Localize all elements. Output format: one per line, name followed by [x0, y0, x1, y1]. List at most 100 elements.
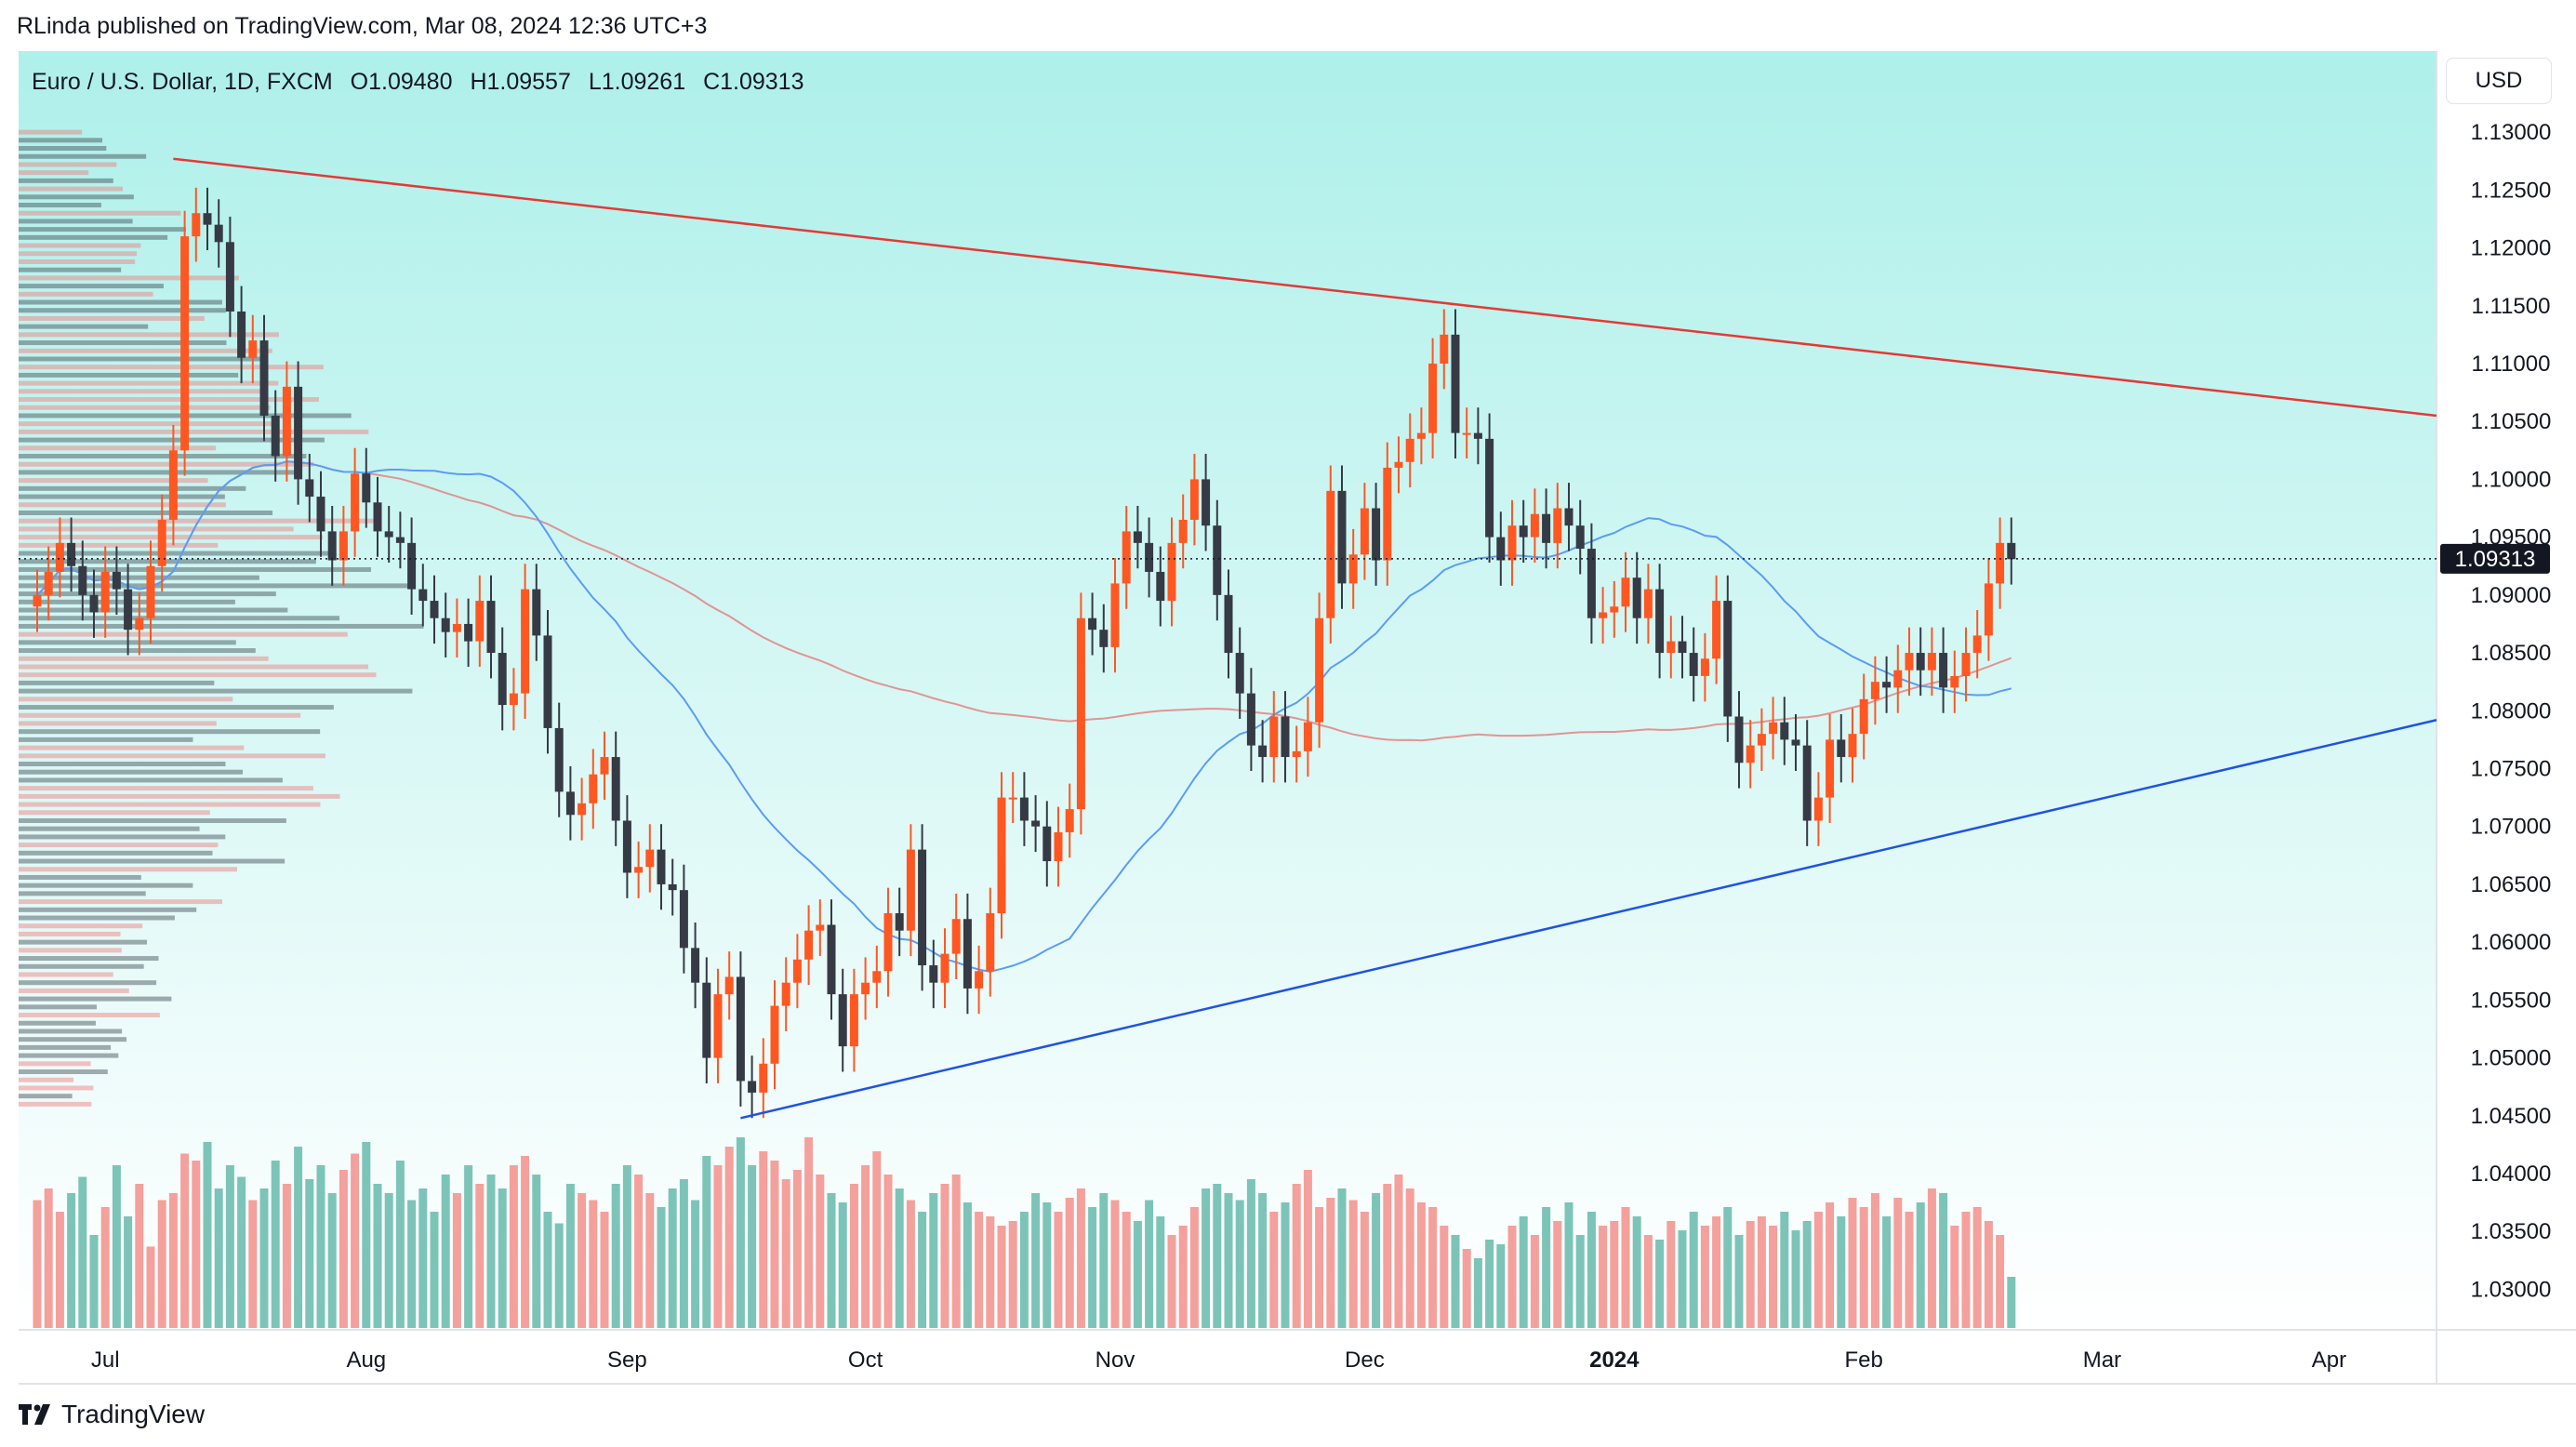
candle-body [214, 224, 223, 243]
volume-bar [1292, 1184, 1301, 1328]
ohlc-high: H1.09557 [470, 69, 571, 95]
symbol-name[interactable]: Euro / U.S. Dollar, 1D, FXCM [32, 69, 333, 95]
candle-body [1496, 537, 1506, 561]
price-tick-label: 1.06500 [2471, 872, 2552, 897]
volume-bar [89, 1235, 99, 1328]
profile-bar [19, 972, 113, 977]
candle-body [1791, 739, 1800, 746]
candle-body [157, 519, 166, 566]
volume-bar [1008, 1221, 1017, 1328]
volume-bar [1927, 1188, 1936, 1328]
candle-body [1281, 716, 1290, 758]
volume-bar [1303, 1170, 1312, 1328]
candle-body [906, 849, 915, 931]
candle-body [1133, 531, 1142, 543]
time-tick-label: Dec [1345, 1347, 1385, 1373]
candle-body [1145, 542, 1154, 572]
volume-bar [373, 1184, 382, 1328]
volume-bar [203, 1142, 212, 1328]
candle-body [1326, 490, 1335, 618]
candle-body [713, 994, 723, 1058]
profile-bar [19, 883, 193, 888]
volume-bar [1246, 1179, 1255, 1328]
candle-body [1167, 542, 1176, 602]
candle-body [804, 930, 814, 960]
volume-bar [1848, 1198, 1857, 1328]
profile-bar [19, 365, 324, 370]
price-tick-label: 1.05500 [2471, 988, 2552, 1013]
candle-body [929, 965, 938, 983]
candle-body [1610, 606, 1619, 613]
profile-bar [19, 445, 217, 451]
candle-body [1303, 722, 1312, 751]
candle-body [384, 531, 393, 538]
profile-bar [19, 583, 414, 589]
candle-body [645, 849, 655, 868]
volume-bar [918, 1212, 927, 1328]
volume-bar [1791, 1230, 1800, 1328]
candle-body [1984, 583, 1993, 636]
volume-bar [1507, 1226, 1517, 1328]
volume-bar [135, 1184, 144, 1328]
profile-bar [19, 1037, 127, 1042]
candle-body [1213, 525, 1222, 595]
candle-body [1530, 513, 1539, 538]
candle-body [554, 727, 564, 792]
profile-bar [19, 648, 256, 654]
profile-bar [19, 963, 144, 969]
volume-bar [1213, 1184, 1222, 1328]
profile-bar [19, 891, 146, 896]
volume-bar [146, 1246, 155, 1328]
volume-bar [1961, 1212, 1971, 1328]
profile-bar [19, 454, 307, 459]
volume-bar [759, 1151, 768, 1328]
volume-bar [668, 1188, 677, 1328]
tradingview-logo[interactable]: TradingView [19, 1400, 205, 1429]
candle-body [1802, 745, 1812, 821]
candle-body [1224, 594, 1233, 654]
profile-bar [19, 535, 324, 540]
price-tick-label: 1.06000 [2471, 930, 2552, 955]
volume-bar [1099, 1193, 1109, 1328]
candle-body [600, 757, 609, 775]
volume-bar [124, 1216, 133, 1328]
candle-body [589, 774, 598, 803]
profile-bar [19, 1044, 112, 1050]
candle-body [237, 311, 246, 358]
currency-button[interactable]: USD [2446, 58, 2552, 104]
candle-body [1189, 479, 1199, 520]
volume-bar [44, 1188, 53, 1328]
volume-bar [112, 1165, 121, 1328]
volume-bar [55, 1212, 64, 1328]
candle-body [259, 340, 269, 416]
price-tick-label: 1.07000 [2471, 815, 2552, 840]
volume-bar [1972, 1207, 1982, 1328]
volume-bar [1326, 1198, 1335, 1328]
candle-body [464, 623, 473, 642]
candle-body [1405, 438, 1414, 462]
volume-bar [1167, 1235, 1176, 1328]
profile-bar [19, 308, 226, 313]
profile-bar [19, 348, 272, 353]
volume-bar [1416, 1202, 1426, 1328]
volume-bar [1440, 1226, 1449, 1328]
volume-bar [248, 1200, 258, 1328]
volume-bar [441, 1175, 450, 1328]
candle-body [1870, 682, 1879, 699]
candle-body [657, 849, 666, 884]
volume-bar [1394, 1175, 1403, 1328]
volume-bar [861, 1165, 870, 1328]
volume-bar [1156, 1216, 1165, 1328]
candle-body [33, 594, 42, 607]
profile-bar [19, 299, 222, 305]
volume-bar [872, 1151, 882, 1328]
volume-bar [271, 1161, 280, 1328]
profile-bar [19, 753, 325, 759]
volume-bar [611, 1184, 620, 1328]
candle-body [1178, 519, 1188, 543]
volume-bar [849, 1184, 858, 1328]
candle-body [1383, 467, 1392, 561]
price-tick-label: 1.10000 [2471, 467, 2552, 492]
volume-bar [532, 1175, 541, 1328]
